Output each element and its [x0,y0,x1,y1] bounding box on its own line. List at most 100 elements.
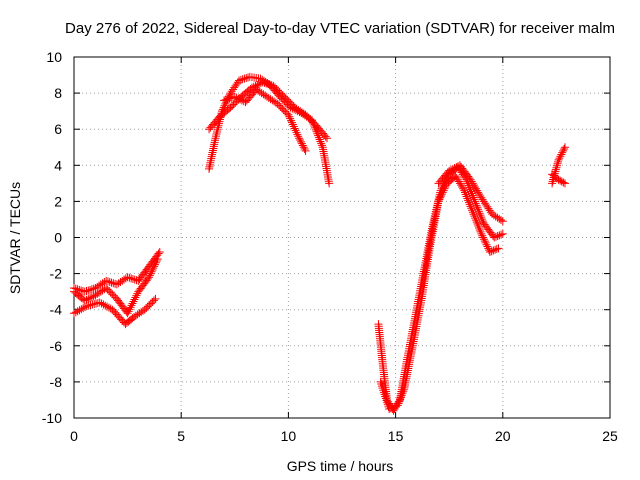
data-point [468,191,477,200]
data-point [460,186,469,195]
data-point [322,134,331,143]
data-point [97,299,106,308]
data-point [84,294,93,303]
data-point [88,300,97,309]
data-point [466,175,475,184]
data-point [86,285,95,294]
data-point [468,206,477,215]
data-point [558,148,567,157]
y-tick-label: 10 [46,49,62,65]
chart-title: Day 276 of 2022, Sidereal Day-to-day VTE… [65,20,615,37]
data-point [451,172,460,181]
data-point [473,220,482,229]
data-point [388,403,397,412]
x-tick-label: 5 [177,428,185,444]
data-point [480,237,489,246]
data-point [474,205,483,214]
data-point [290,124,299,133]
data-point [475,190,484,199]
data-point [87,293,96,302]
data-point [464,196,473,205]
data-point [454,177,463,186]
data-point [325,179,334,188]
data-point [293,130,302,139]
series-track-2 [70,294,160,329]
data-point [385,404,394,413]
data-point [474,222,483,231]
data-point [260,78,269,87]
data-point [234,94,243,103]
data-point [295,134,304,143]
data-point [73,285,82,294]
data-point [314,131,323,140]
data-point [438,188,447,197]
data-point [238,75,247,84]
x-tick-label: 15 [388,428,404,444]
data-point [145,271,154,280]
y-tick-label: 0 [54,230,62,246]
data-point [289,122,298,131]
data-point [124,307,133,316]
data-point [149,296,158,305]
data-point [559,146,568,155]
data-point [154,249,163,258]
data-point [382,396,391,405]
data-point [474,207,483,216]
data-point [478,217,487,226]
series-track-1 [70,255,162,318]
data-point [465,183,474,192]
x-axis-label: GPS time / hours [287,458,394,474]
data-point [317,139,326,148]
data-point [155,247,164,256]
data-point [104,303,113,312]
data-point [450,164,459,173]
data-point [475,223,484,232]
series-track-8 [376,172,503,413]
data-point [468,208,477,217]
data-point [394,399,403,408]
data-point [386,404,395,413]
data-point [103,302,112,311]
data-point [381,394,390,403]
data-point [465,200,474,209]
data-point [82,287,91,296]
data-point [560,179,569,188]
data-point [123,309,132,318]
data-point [548,179,557,188]
data-point [146,269,155,278]
data-point [127,301,136,310]
y-tick-label: 4 [54,157,62,173]
data-point [379,386,388,395]
data-point [235,76,244,85]
data-point [482,240,491,249]
data-point [380,390,389,399]
data-point [253,80,262,89]
data-point [316,137,325,146]
data-point [378,384,387,393]
data-point [469,210,478,219]
data-point [377,379,386,388]
data-point [478,231,487,240]
data-point [221,99,230,108]
data-point [452,173,461,182]
data-point [381,392,390,401]
data-point [490,233,499,242]
data-point [220,96,229,105]
data-point [145,273,154,282]
data-point [461,190,470,199]
data-point [151,294,160,303]
data-point [467,187,476,196]
data-point [314,133,323,142]
data-point [436,193,445,202]
data-point [477,229,486,238]
data-point [455,179,464,188]
series-track-9 [434,161,507,226]
y-tick-label: -10 [42,410,62,426]
data-point [456,181,465,190]
data-point [493,232,502,241]
data-point [462,192,471,201]
data-point [251,81,260,90]
data-point [84,301,93,310]
data-point [71,308,80,317]
